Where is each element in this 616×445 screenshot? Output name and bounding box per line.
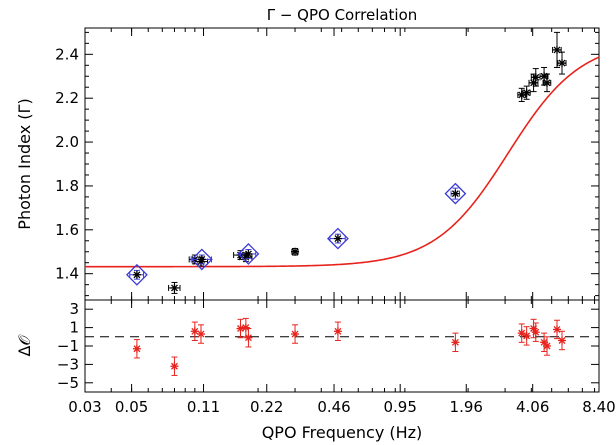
top-points-layer — [125, 31, 567, 294]
chart-title: Γ − QPO Correlation — [267, 6, 418, 24]
data-point-diamond — [244, 249, 253, 258]
diamond-marker — [326, 227, 349, 250]
y-tick-label: 2.2 — [55, 89, 79, 107]
y-tick-label: 2.0 — [55, 133, 79, 151]
residual-point — [236, 324, 245, 333]
x-axis-label: QPO Frequency (Hz) — [262, 423, 423, 442]
data-point-diamond — [132, 270, 141, 279]
residual-point — [451, 338, 460, 347]
x-tick-label: 0.05 — [115, 398, 148, 416]
residual-point — [244, 333, 253, 342]
y-tick-label: 1.4 — [55, 265, 79, 283]
data-point — [531, 73, 540, 82]
residual-point — [196, 330, 205, 339]
data-point-diamond — [333, 234, 342, 243]
residual-point — [522, 331, 531, 340]
data-point-diamond — [451, 189, 460, 198]
res-y-tick-label: 3 — [69, 300, 79, 318]
axis-ticks — [84, 28, 600, 392]
x-tick-label: 8.40 — [582, 398, 615, 416]
residual-panel-frame — [84, 299, 600, 393]
y-axis-label-photon-index: Photon Index (Γ) — [15, 98, 34, 229]
x-tick-label: 1.96 — [450, 398, 483, 416]
data-point — [552, 45, 561, 54]
x-tick-label: 0.03 — [68, 398, 101, 416]
y-tick-label: 1.8 — [55, 177, 79, 195]
x-tick-label: 0.95 — [383, 398, 416, 416]
res-y-tick-label: 1 — [69, 319, 79, 337]
res-y-tick-label: −5 — [57, 374, 79, 392]
residual-point — [291, 330, 300, 339]
diamond-marker — [237, 243, 260, 265]
x-tick-label: 4.06 — [516, 398, 549, 416]
x-tick-label: 0.11 — [187, 398, 220, 416]
diamond-marker — [444, 182, 467, 205]
residual-point — [132, 344, 141, 353]
data-point — [291, 247, 300, 256]
y-tick-label: 2.4 — [55, 45, 79, 63]
residual-point — [542, 342, 551, 350]
data-point — [522, 88, 531, 97]
res-y-tick-label: −3 — [57, 355, 79, 373]
y-axis-label-residual: Δ𝒪 — [15, 335, 34, 357]
residual-point — [333, 327, 342, 336]
data-point — [558, 59, 567, 68]
residual-point — [558, 336, 567, 345]
residual-point — [170, 362, 179, 371]
fit-curve — [85, 56, 600, 268]
res-y-tick-label: −1 — [57, 337, 79, 355]
residual-point — [552, 325, 561, 334]
residual-point — [241, 323, 250, 332]
fit-curve-layer — [85, 56, 600, 268]
data-point — [170, 283, 179, 292]
residual-points-layer — [85, 317, 599, 376]
residual-point — [531, 328, 540, 337]
diamond-marker — [125, 263, 148, 286]
data-point — [542, 78, 551, 87]
top-panel-frame — [84, 27, 600, 301]
x-tick-label: 0.22 — [250, 398, 283, 416]
y-tick-label: 1.6 — [55, 221, 79, 239]
x-tick-label: 0.46 — [317, 398, 350, 416]
data-point-diamond — [197, 255, 206, 264]
tick-labels-layer: 0.03 0.05 0.11 0.22 0.46 0.95 1.96 4.06 8.40 1.4 1… — [55, 45, 616, 416]
diamond-marker — [190, 248, 213, 271]
residual-point — [190, 327, 199, 336]
